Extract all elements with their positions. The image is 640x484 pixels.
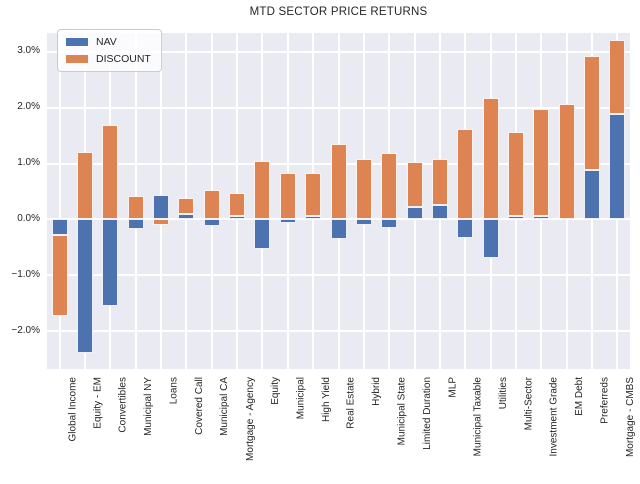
bar-segment-nav-municipal-taxable: [457, 219, 474, 238]
legend-swatch-nav-icon: [66, 38, 88, 46]
y-tick-label: −2.0%: [11, 324, 40, 336]
bar-segment-nav-equity: [254, 219, 271, 249]
bar-segment-discount-preferreds: [583, 55, 600, 170]
x-tick-label: Covered Call: [193, 377, 205, 435]
bar-segment-discount-municipal-state: [381, 153, 398, 220]
x-tick-label: Municipal CA: [219, 377, 231, 436]
bar-segment-discount-equity: [254, 161, 271, 220]
bar-segment-nav-hybrid: [355, 219, 372, 225]
bar-segment-nav-covered-call: [178, 214, 195, 220]
x-tick-label: Hybrid: [371, 377, 383, 406]
bar-segment-nav-mlp: [431, 205, 448, 220]
bar-segment-nav-equity-em: [77, 219, 94, 354]
bar-segment-discount-multi-sector: [507, 131, 524, 217]
bar-segment-nav-municipal-state: [381, 219, 398, 228]
legend-label-discount: DISCOUNT: [96, 53, 151, 65]
bar-segment-discount-investment-grade: [533, 109, 550, 217]
bar-segment-nav-limited-duration: [406, 207, 423, 220]
bar-segment-nav-investment-grade: [533, 216, 550, 220]
x-tick-label: EM Debt: [574, 377, 586, 416]
plot-area: [47, 33, 630, 369]
bar-segment-nav-multi-sector: [507, 216, 524, 220]
bar-segment-nav-global-income: [51, 219, 68, 236]
bar-segment-nav-loans: [153, 194, 170, 220]
bar-segment-discount-municipal-taxable: [457, 129, 474, 220]
y-tick-label: 0.0%: [17, 212, 40, 224]
x-tick-label: Municipal State: [396, 377, 408, 446]
legend-label-nav: NAV: [96, 36, 117, 48]
x-tick-label: Investment Grade: [548, 377, 560, 457]
x-tick-label: Equity: [269, 377, 281, 405]
bar-segment-nav-municipal: [279, 219, 296, 224]
bar-segment-nav-preferreds: [583, 169, 600, 220]
legend-item-discount: DISCOUNT: [66, 53, 151, 65]
x-tick-label: Municipal NY: [143, 377, 155, 436]
x-tick-label: Municipal: [295, 377, 307, 420]
bar-segment-nav-real-estate: [330, 219, 347, 239]
x-tick-label: Global Income: [67, 377, 79, 442]
x-tick-label: Equity - EM: [92, 377, 104, 429]
bar-segment-discount-loans: [153, 219, 170, 225]
y-tick-label: 1.0%: [17, 157, 40, 169]
bar-segment-nav-convertibles: [102, 219, 119, 306]
y-tick-label: −1.0%: [11, 268, 40, 280]
bar-segment-discount-global-income: [51, 235, 68, 316]
bar-segment-nav-municipal-ca: [203, 219, 220, 226]
bar-segment-nav-mortgage-cmbs: [609, 113, 626, 220]
x-tick-label: Mortgage - CMBS: [624, 377, 636, 458]
chart-title: MTD SECTOR PRICE RETURNS: [249, 6, 428, 18]
x-tick-label: Preferreds: [599, 377, 611, 424]
bar-segment-discount-utilities: [482, 98, 499, 220]
bar-segment-discount-limited-duration: [406, 162, 423, 208]
y-tick-label: 3.0%: [17, 45, 40, 57]
bar-segment-discount-municipal: [279, 173, 296, 220]
bar-segment-nav-high-yield: [305, 216, 322, 220]
bar-segment-discount-municipal-ca: [203, 189, 220, 220]
legend-swatch-discount-icon: [66, 55, 88, 63]
x-tick-label: Limited Duration: [422, 377, 434, 450]
x-tick-label: Municipal Taxable: [472, 377, 484, 457]
bar-segment-discount-real-estate: [330, 144, 347, 220]
x-tick-label: Mortgage - Agency: [244, 377, 256, 461]
y-tick-label: 2.0%: [17, 101, 40, 113]
bar-segment-nav-utilities: [482, 219, 499, 258]
bar-segment-discount-high-yield: [305, 172, 322, 217]
bar-segment-discount-hybrid: [355, 159, 372, 220]
bar-segment-discount-covered-call: [178, 198, 195, 215]
bar-segment-nav-municipal-ny: [127, 219, 144, 230]
bar-segment-discount-mlp: [431, 159, 448, 206]
legend-item-nav: NAV: [66, 36, 151, 48]
bar-segment-discount-em-debt: [558, 104, 575, 220]
bar-segment-discount-convertibles: [102, 124, 119, 220]
x-tick-label: High Yield: [320, 377, 332, 423]
x-tick-label: Utilities: [498, 377, 510, 410]
x-tick-label: Convertibles: [117, 377, 129, 433]
x-tick-label: Multi-Sector: [523, 377, 535, 431]
bar-segment-discount-equity-em: [77, 152, 94, 220]
bar-segment-discount-mortgage-agency: [229, 193, 246, 217]
bar-segment-discount-mortgage-cmbs: [609, 40, 626, 114]
x-tick-label: Real Estate: [346, 377, 357, 429]
x-tick-label: Loans: [168, 377, 180, 405]
x-gridline: [58, 33, 61, 369]
bar-segment-discount-municipal-ny: [127, 195, 144, 220]
legend: NAV DISCOUNT: [57, 29, 162, 72]
x-tick-label: MLP: [447, 377, 459, 398]
bar-segment-nav-mortgage-agency: [229, 216, 246, 220]
